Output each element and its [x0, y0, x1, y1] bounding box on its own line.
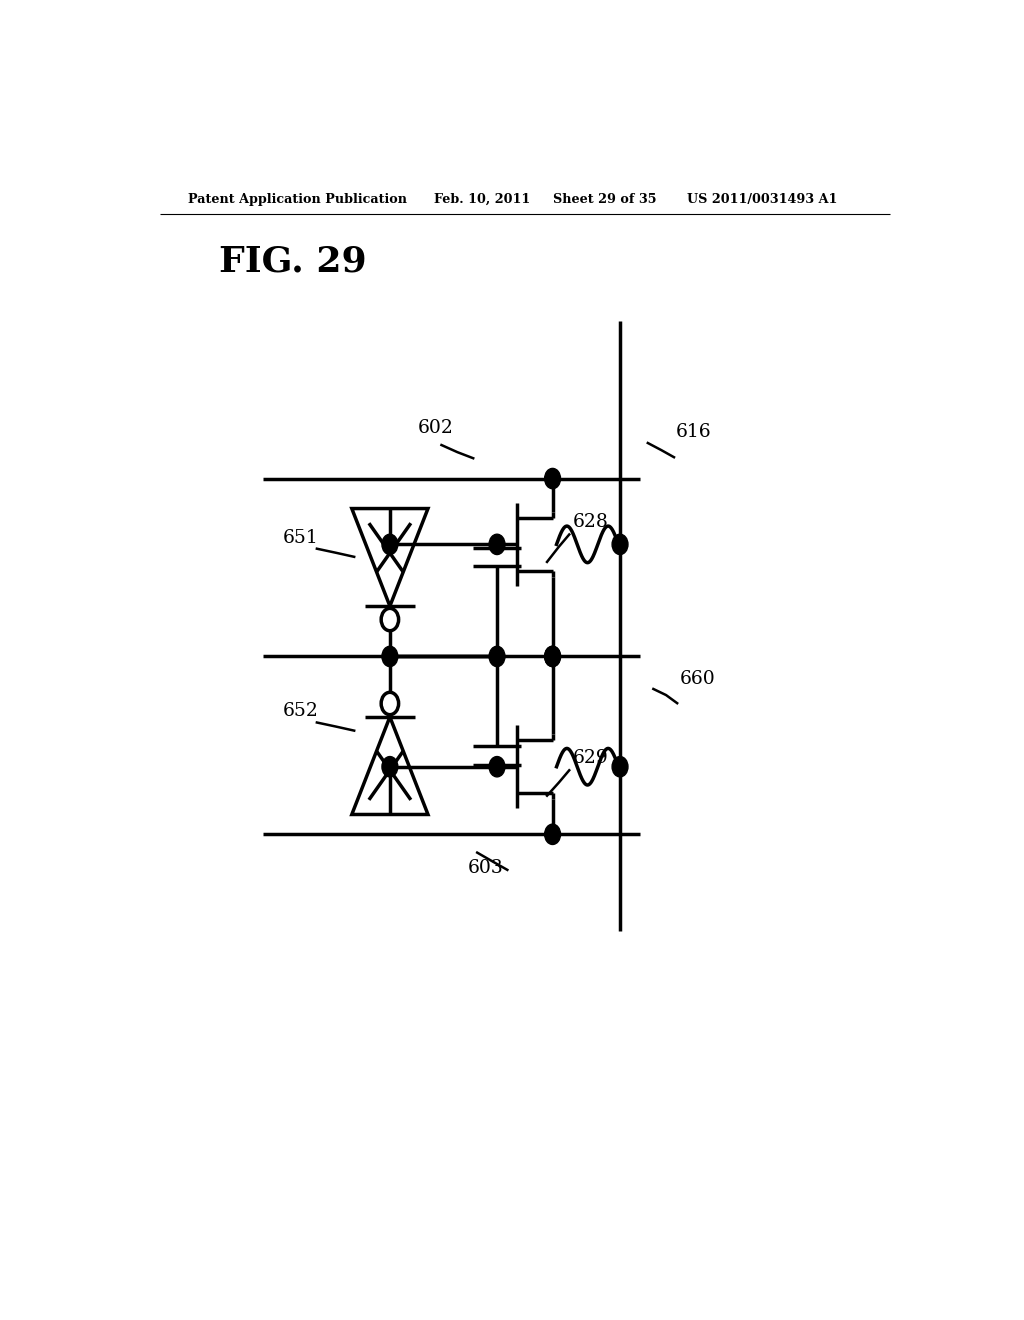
Circle shape — [382, 647, 397, 667]
Circle shape — [381, 609, 398, 631]
Text: 652: 652 — [283, 702, 318, 721]
Circle shape — [545, 824, 560, 845]
Circle shape — [489, 647, 505, 667]
Text: Feb. 10, 2011: Feb. 10, 2011 — [433, 193, 529, 206]
Text: 616: 616 — [676, 422, 712, 441]
Text: US 2011/0031493 A1: US 2011/0031493 A1 — [687, 193, 838, 206]
Text: 660: 660 — [680, 669, 716, 688]
Text: 603: 603 — [468, 859, 504, 876]
Circle shape — [381, 692, 398, 714]
Circle shape — [612, 535, 628, 554]
Circle shape — [382, 756, 397, 777]
Text: FIG. 29: FIG. 29 — [219, 244, 367, 279]
Text: Sheet 29 of 35: Sheet 29 of 35 — [553, 193, 656, 206]
Circle shape — [489, 535, 505, 554]
Circle shape — [382, 535, 397, 554]
Text: 651: 651 — [283, 528, 318, 546]
Circle shape — [489, 756, 505, 777]
Text: 628: 628 — [572, 513, 608, 532]
Text: Patent Application Publication: Patent Application Publication — [187, 193, 407, 206]
Text: 602: 602 — [418, 418, 454, 437]
Circle shape — [545, 469, 560, 488]
Circle shape — [545, 647, 560, 667]
Circle shape — [545, 647, 560, 667]
Text: 629: 629 — [572, 750, 608, 767]
Circle shape — [612, 756, 628, 777]
